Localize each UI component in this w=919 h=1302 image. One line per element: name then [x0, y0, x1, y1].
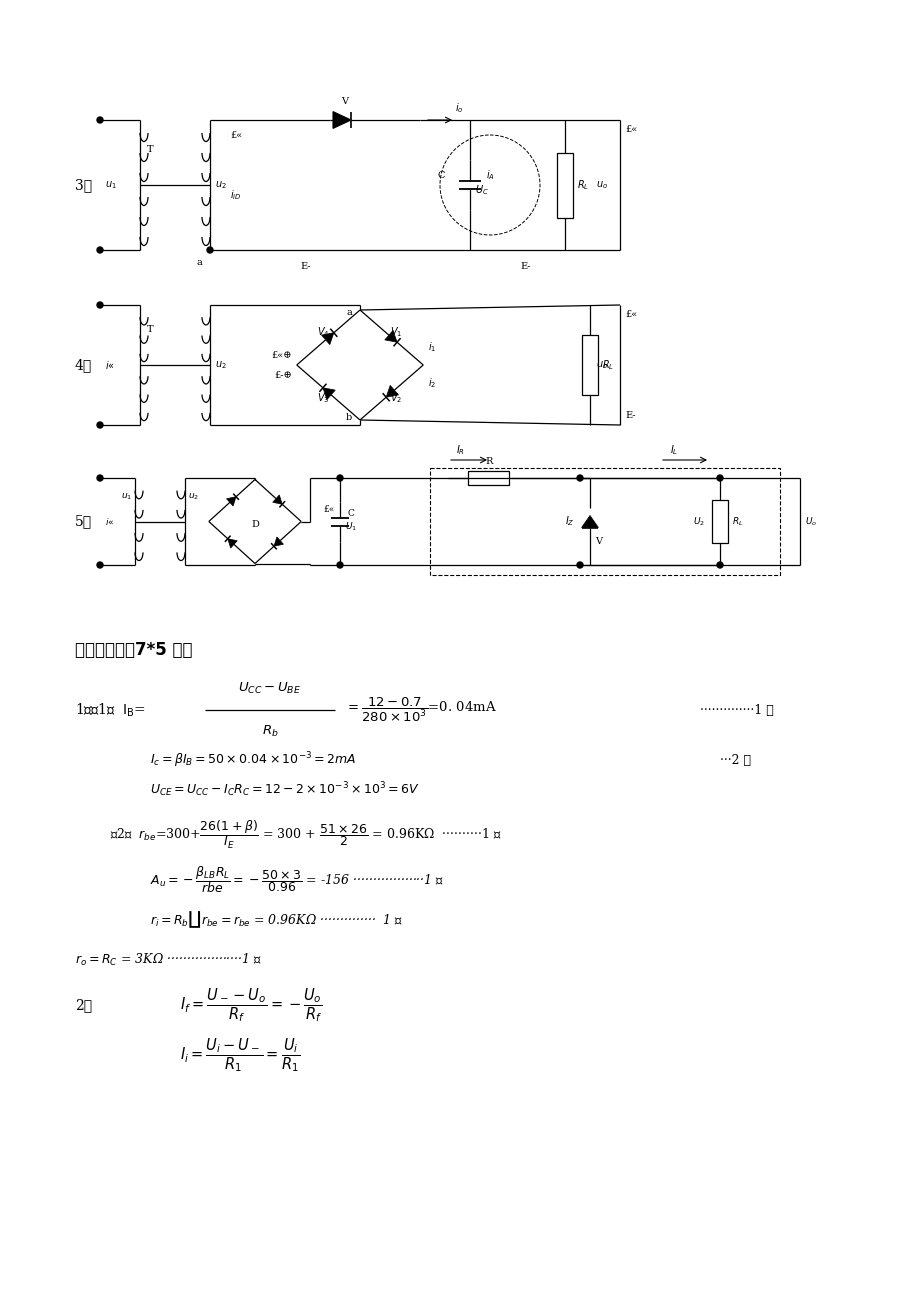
Bar — [468, 471, 509, 486]
Polygon shape — [581, 516, 597, 527]
Text: $i_A$: $i_A$ — [485, 168, 494, 182]
Text: $V_4$: $V_4$ — [317, 326, 329, 339]
Polygon shape — [333, 112, 351, 129]
Circle shape — [207, 247, 213, 253]
Text: $i_2$: $i_2$ — [427, 376, 436, 389]
Text: ···2 分: ···2 分 — [720, 754, 750, 767]
Text: $R_L$: $R_L$ — [576, 178, 588, 191]
Text: D: D — [251, 519, 258, 529]
Polygon shape — [226, 497, 236, 506]
Circle shape — [96, 562, 103, 568]
Text: $u_2$: $u_2$ — [187, 491, 199, 501]
Text: T: T — [146, 146, 153, 155]
Text: 1、（1）  $\mathrm{I_B}$=: 1、（1） $\mathrm{I_B}$= — [75, 702, 145, 719]
Text: £«: £« — [230, 130, 242, 139]
Text: 5、: 5、 — [75, 514, 92, 529]
Circle shape — [336, 475, 343, 480]
Text: V: V — [595, 536, 601, 546]
Text: $u_2$: $u_2$ — [215, 180, 226, 191]
Text: $i_{iD}$: $i_{iD}$ — [230, 187, 241, 202]
Polygon shape — [274, 536, 283, 547]
Text: b: b — [346, 413, 352, 422]
Text: $U_C$: $U_C$ — [474, 184, 488, 197]
Circle shape — [96, 475, 103, 480]
Text: $U_{CC}-U_{BE}$: $U_{CC}-U_{BE}$ — [238, 681, 301, 697]
Polygon shape — [384, 331, 397, 342]
Text: $i«$: $i«$ — [105, 359, 115, 371]
Circle shape — [96, 422, 103, 428]
Text: V: V — [341, 98, 348, 107]
Text: $U_2$: $U_2$ — [692, 516, 704, 527]
Text: $I_c = \beta I_B = 50\times0.04\times10^{-3} = 2mA$: $I_c = \beta I_B = 50\times0.04\times10^… — [150, 750, 356, 769]
Text: $u_2$: $u_2$ — [215, 359, 226, 371]
Text: £«: £« — [624, 125, 637, 134]
Text: a: a — [196, 258, 202, 267]
Text: $R_L$: $R_L$ — [601, 358, 614, 372]
Text: R: R — [485, 457, 493, 466]
Polygon shape — [321, 333, 334, 345]
Text: $r_o = R_C$ = 3KΩ ···················1 分: $r_o = R_C$ = 3KΩ ···················1 分 — [75, 952, 262, 969]
Text: £-⊕: £-⊕ — [274, 371, 291, 379]
Polygon shape — [323, 388, 335, 400]
Text: £«: £« — [624, 310, 637, 319]
Text: $U_1$: $U_1$ — [345, 521, 357, 533]
Circle shape — [716, 475, 722, 480]
Circle shape — [96, 117, 103, 122]
Bar — [556, 152, 573, 217]
Circle shape — [716, 562, 722, 568]
Text: $R_b$: $R_b$ — [261, 724, 278, 740]
Bar — [711, 500, 727, 543]
Text: （2）  $r_{be}$=300+$\dfrac{26(1+\beta)}{I_E}$ = 300 + $\dfrac{51\times26}{2}$ = 0: （2） $r_{be}$=300+$\dfrac{26(1+\beta)}{I_… — [110, 819, 502, 852]
Text: $I_i = \dfrac{U_i - U_-}{R_1} = \dfrac{U_i}{R_1}$: $I_i = \dfrac{U_i - U_-}{R_1} = \dfrac{U… — [180, 1036, 300, 1074]
Text: $u_o$: $u_o$ — [596, 359, 607, 371]
Text: $V_2$: $V_2$ — [390, 391, 402, 405]
Text: $U_{CE} = U_{CC} - I_C R_C = 12 - 2\times10^{-3}\times10^3 = 6V$: $U_{CE} = U_{CC} - I_C R_C = 12 - 2\time… — [150, 781, 419, 799]
Text: $I_f = \dfrac{U_- - U_o}{R_f} = -\dfrac{U_o}{R_f}$: $I_f = \dfrac{U_- - U_o}{R_f} = -\dfrac{… — [180, 986, 323, 1023]
Text: $R_L$: $R_L$ — [732, 516, 743, 527]
Text: $=\dfrac{12-0.7}{280\times10^3}$=0. 04mA: $=\dfrac{12-0.7}{280\times10^3}$=0. 04mA — [345, 695, 496, 724]
Circle shape — [96, 247, 103, 253]
Text: E-: E- — [519, 262, 530, 271]
Text: £«⊕: £«⊕ — [271, 350, 291, 359]
Text: $i_1$: $i_1$ — [427, 340, 437, 354]
Polygon shape — [228, 539, 237, 548]
Circle shape — [336, 562, 343, 568]
Text: $V_1$: $V_1$ — [390, 326, 403, 339]
Text: $u_1$: $u_1$ — [120, 491, 131, 501]
Text: 2、: 2、 — [75, 999, 92, 1012]
Text: $I_L$: $I_L$ — [669, 443, 677, 457]
Text: 3、: 3、 — [75, 178, 92, 191]
Text: ··············1 分: ··············1 分 — [699, 703, 773, 716]
Circle shape — [576, 562, 583, 568]
Text: 4、: 4、 — [75, 358, 92, 372]
Text: a: a — [346, 309, 352, 316]
Text: $u_1$: $u_1$ — [105, 180, 117, 191]
Bar — [582, 335, 597, 395]
Polygon shape — [272, 495, 282, 504]
Text: $i_o$: $i_o$ — [455, 102, 463, 115]
Text: E-: E- — [624, 411, 635, 421]
Text: $A_u = -\dfrac{\beta_{LB}R_L}{rbe} = -\dfrac{50\times3}{0.96}$ = -156 ··········: $A_u = -\dfrac{\beta_{LB}R_L}{rbe} = -\d… — [150, 865, 444, 896]
Circle shape — [576, 475, 583, 480]
Text: $V_3$: $V_3$ — [317, 391, 329, 405]
Text: C: C — [347, 509, 355, 518]
Text: C: C — [437, 171, 445, 180]
Text: $i«$: $i«$ — [105, 516, 114, 527]
Text: $u_o$: $u_o$ — [596, 180, 607, 191]
Bar — [429, 467, 779, 575]
Text: E-: E- — [300, 262, 311, 271]
Text: $I_R$: $I_R$ — [456, 443, 464, 457]
Text: $I_Z$: $I_Z$ — [565, 514, 574, 529]
Polygon shape — [386, 385, 398, 397]
Circle shape — [96, 302, 103, 309]
Text: T: T — [146, 326, 153, 335]
Text: $r_i = R_b \coprod r_{be} = r_{be}$ = 0.96KΩ ··············  1 分: $r_i = R_b \coprod r_{be} = r_{be}$ = 0.… — [150, 910, 403, 931]
Text: $U_o$: $U_o$ — [804, 516, 816, 527]
Text: 五、计算题（7*5 分）: 五、计算题（7*5 分） — [75, 641, 192, 659]
Text: £«: £« — [323, 505, 335, 514]
